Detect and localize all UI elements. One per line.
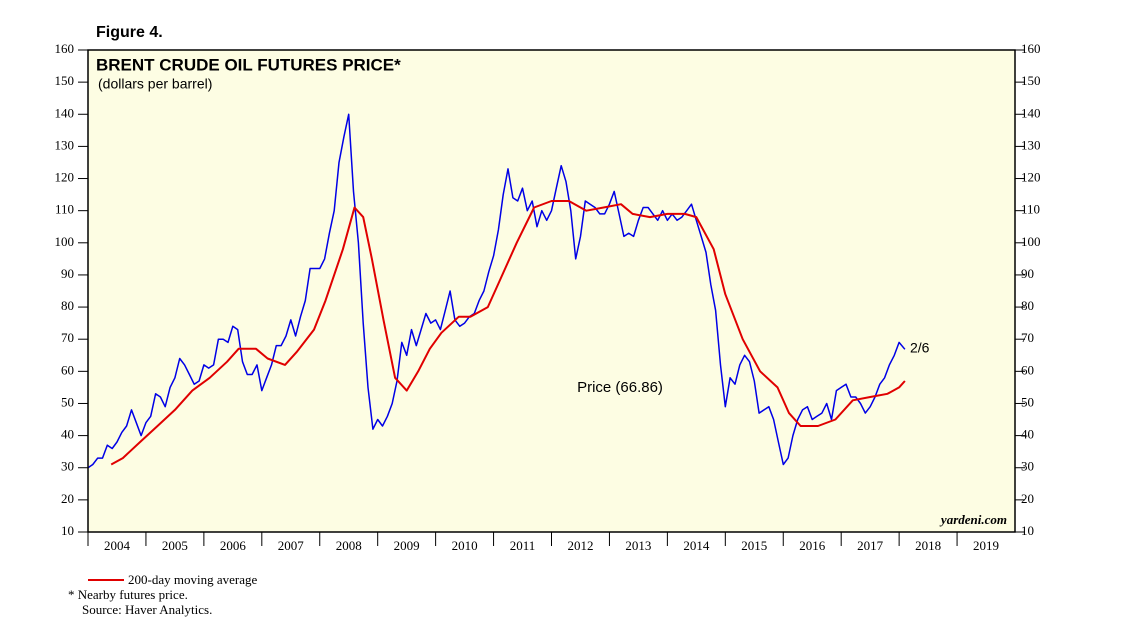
y-tick-label: 40 (61, 427, 74, 442)
x-tick-label: 2016 (799, 538, 826, 553)
footnote: * Nearby futures price. (68, 587, 188, 602)
x-tick-label: 2008 (336, 538, 362, 553)
y-tick-label: 50 (61, 394, 74, 409)
y-tick-label: 140 (55, 105, 75, 120)
series-line (110, 200, 906, 466)
y-tick-label: 10 (61, 523, 74, 538)
annotation: 2/6 (910, 340, 930, 356)
footnote: Source: Haver Analytics. (82, 602, 212, 617)
y2-tick-label: 150 (1021, 73, 1041, 88)
y-tick-label: 110 (55, 202, 74, 217)
y2-tick-label: 110 (1021, 202, 1040, 217)
x-tick-label: 2013 (625, 538, 651, 553)
y-tick-label: 150 (55, 73, 75, 88)
y2-tick-label: 10 (1021, 523, 1034, 538)
plot-frame (87, 49, 1016, 533)
y2-tick-label: 80 (1021, 298, 1034, 313)
x-tick-label: 2006 (220, 538, 247, 553)
y-tick-label: 70 (61, 330, 74, 345)
x-tick-label: 2005 (162, 538, 188, 553)
y2-tick-label: 70 (1021, 330, 1034, 345)
y-tick-label: 30 (61, 459, 74, 474)
x-tick-label: 2004 (104, 538, 131, 553)
x-tick-label: 2015 (741, 538, 767, 553)
y-tick-label: 160 (55, 41, 75, 56)
x-tick-label: 2011 (510, 538, 536, 553)
y2-tick-label: 20 (1021, 491, 1034, 506)
y-tick-label: 90 (61, 266, 74, 281)
legend-label: 200-day moving average (128, 572, 257, 587)
y-tick-label: 120 (55, 170, 75, 185)
chart-title: BRENT CRUDE OIL FUTURES PRICE* (96, 55, 401, 74)
y-tick-label: 20 (61, 491, 74, 506)
figure-label: Figure 4. (96, 24, 163, 41)
x-tick-label: 2018 (915, 538, 941, 553)
x-tick-label: 2010 (452, 538, 478, 553)
y2-tick-label: 60 (1021, 362, 1034, 377)
x-tick-label: 2007 (278, 538, 305, 553)
x-tick-label: 2009 (394, 538, 420, 553)
y2-tick-label: 120 (1021, 170, 1041, 185)
watermark: yardeni.com (939, 512, 1007, 527)
y2-tick-label: 160 (1021, 41, 1041, 56)
y-tick-label: 80 (61, 298, 74, 313)
chart-subtitle: (dollars per barrel) (98, 76, 212, 92)
plot-area (88, 50, 1015, 532)
y2-tick-label: 90 (1021, 266, 1034, 281)
y-tick-label: 130 (55, 137, 75, 152)
x-tick-label: 2019 (973, 538, 999, 553)
y2-tick-label: 50 (1021, 394, 1034, 409)
y-tick-label: 60 (61, 362, 74, 377)
y2-tick-label: 130 (1021, 137, 1041, 152)
y2-tick-label: 30 (1021, 459, 1034, 474)
y-tick-label: 100 (55, 234, 75, 249)
series-line (87, 113, 906, 469)
y2-tick-label: 40 (1021, 427, 1034, 442)
y2-tick-label: 100 (1021, 234, 1041, 249)
x-tick-label: 2012 (567, 538, 593, 553)
annotation: Price (66.86) (577, 379, 663, 396)
x-tick-label: 2017 (857, 538, 884, 553)
y2-tick-label: 140 (1021, 105, 1041, 120)
x-tick-label: 2014 (683, 538, 710, 553)
